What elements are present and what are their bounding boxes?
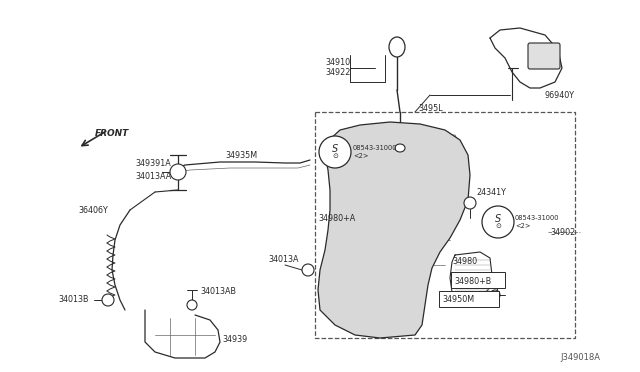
Circle shape [490,290,500,300]
Text: 34980+B: 34980+B [454,276,492,285]
Text: FRONT: FRONT [95,128,129,138]
FancyBboxPatch shape [528,43,560,69]
Text: 34902: 34902 [550,228,575,237]
Text: 34013A: 34013A [268,256,298,264]
Text: 34939: 34939 [222,336,247,344]
Circle shape [170,164,186,180]
Text: 34980+A: 34980+A [318,214,355,222]
Text: <2>: <2> [515,223,531,229]
Text: 24341Y: 24341Y [476,187,506,196]
Circle shape [302,264,314,276]
Text: 34013AB: 34013AB [200,288,236,296]
Text: 34013B: 34013B [58,295,88,305]
Circle shape [102,294,114,306]
Text: S: S [332,144,338,154]
FancyBboxPatch shape [451,272,505,288]
Text: 34980: 34980 [452,257,477,266]
Circle shape [482,206,514,238]
Circle shape [319,136,351,168]
Text: 34935M: 34935M [225,151,257,160]
Text: 08543-31000: 08543-31000 [515,215,559,221]
Text: 34013AA: 34013AA [135,171,172,180]
Text: 34910: 34910 [325,58,350,67]
FancyBboxPatch shape [439,291,499,307]
Polygon shape [318,122,470,338]
Text: 3495L: 3495L [418,103,443,112]
Text: 08543-31000: 08543-31000 [353,145,397,151]
Text: ⊙: ⊙ [495,223,501,229]
Text: J349018A: J349018A [560,353,600,362]
Text: 349391A: 349391A [135,158,171,167]
Text: 36406Y: 36406Y [78,205,108,215]
Ellipse shape [395,144,405,152]
Text: 96940Y: 96940Y [545,90,575,99]
Ellipse shape [389,37,405,57]
Circle shape [464,197,476,209]
Text: S: S [495,214,501,224]
Text: ⊙: ⊙ [332,153,338,159]
Circle shape [187,300,197,310]
Text: <2>: <2> [353,153,369,159]
Text: 34950M: 34950M [442,295,474,305]
Text: 34922: 34922 [325,67,350,77]
